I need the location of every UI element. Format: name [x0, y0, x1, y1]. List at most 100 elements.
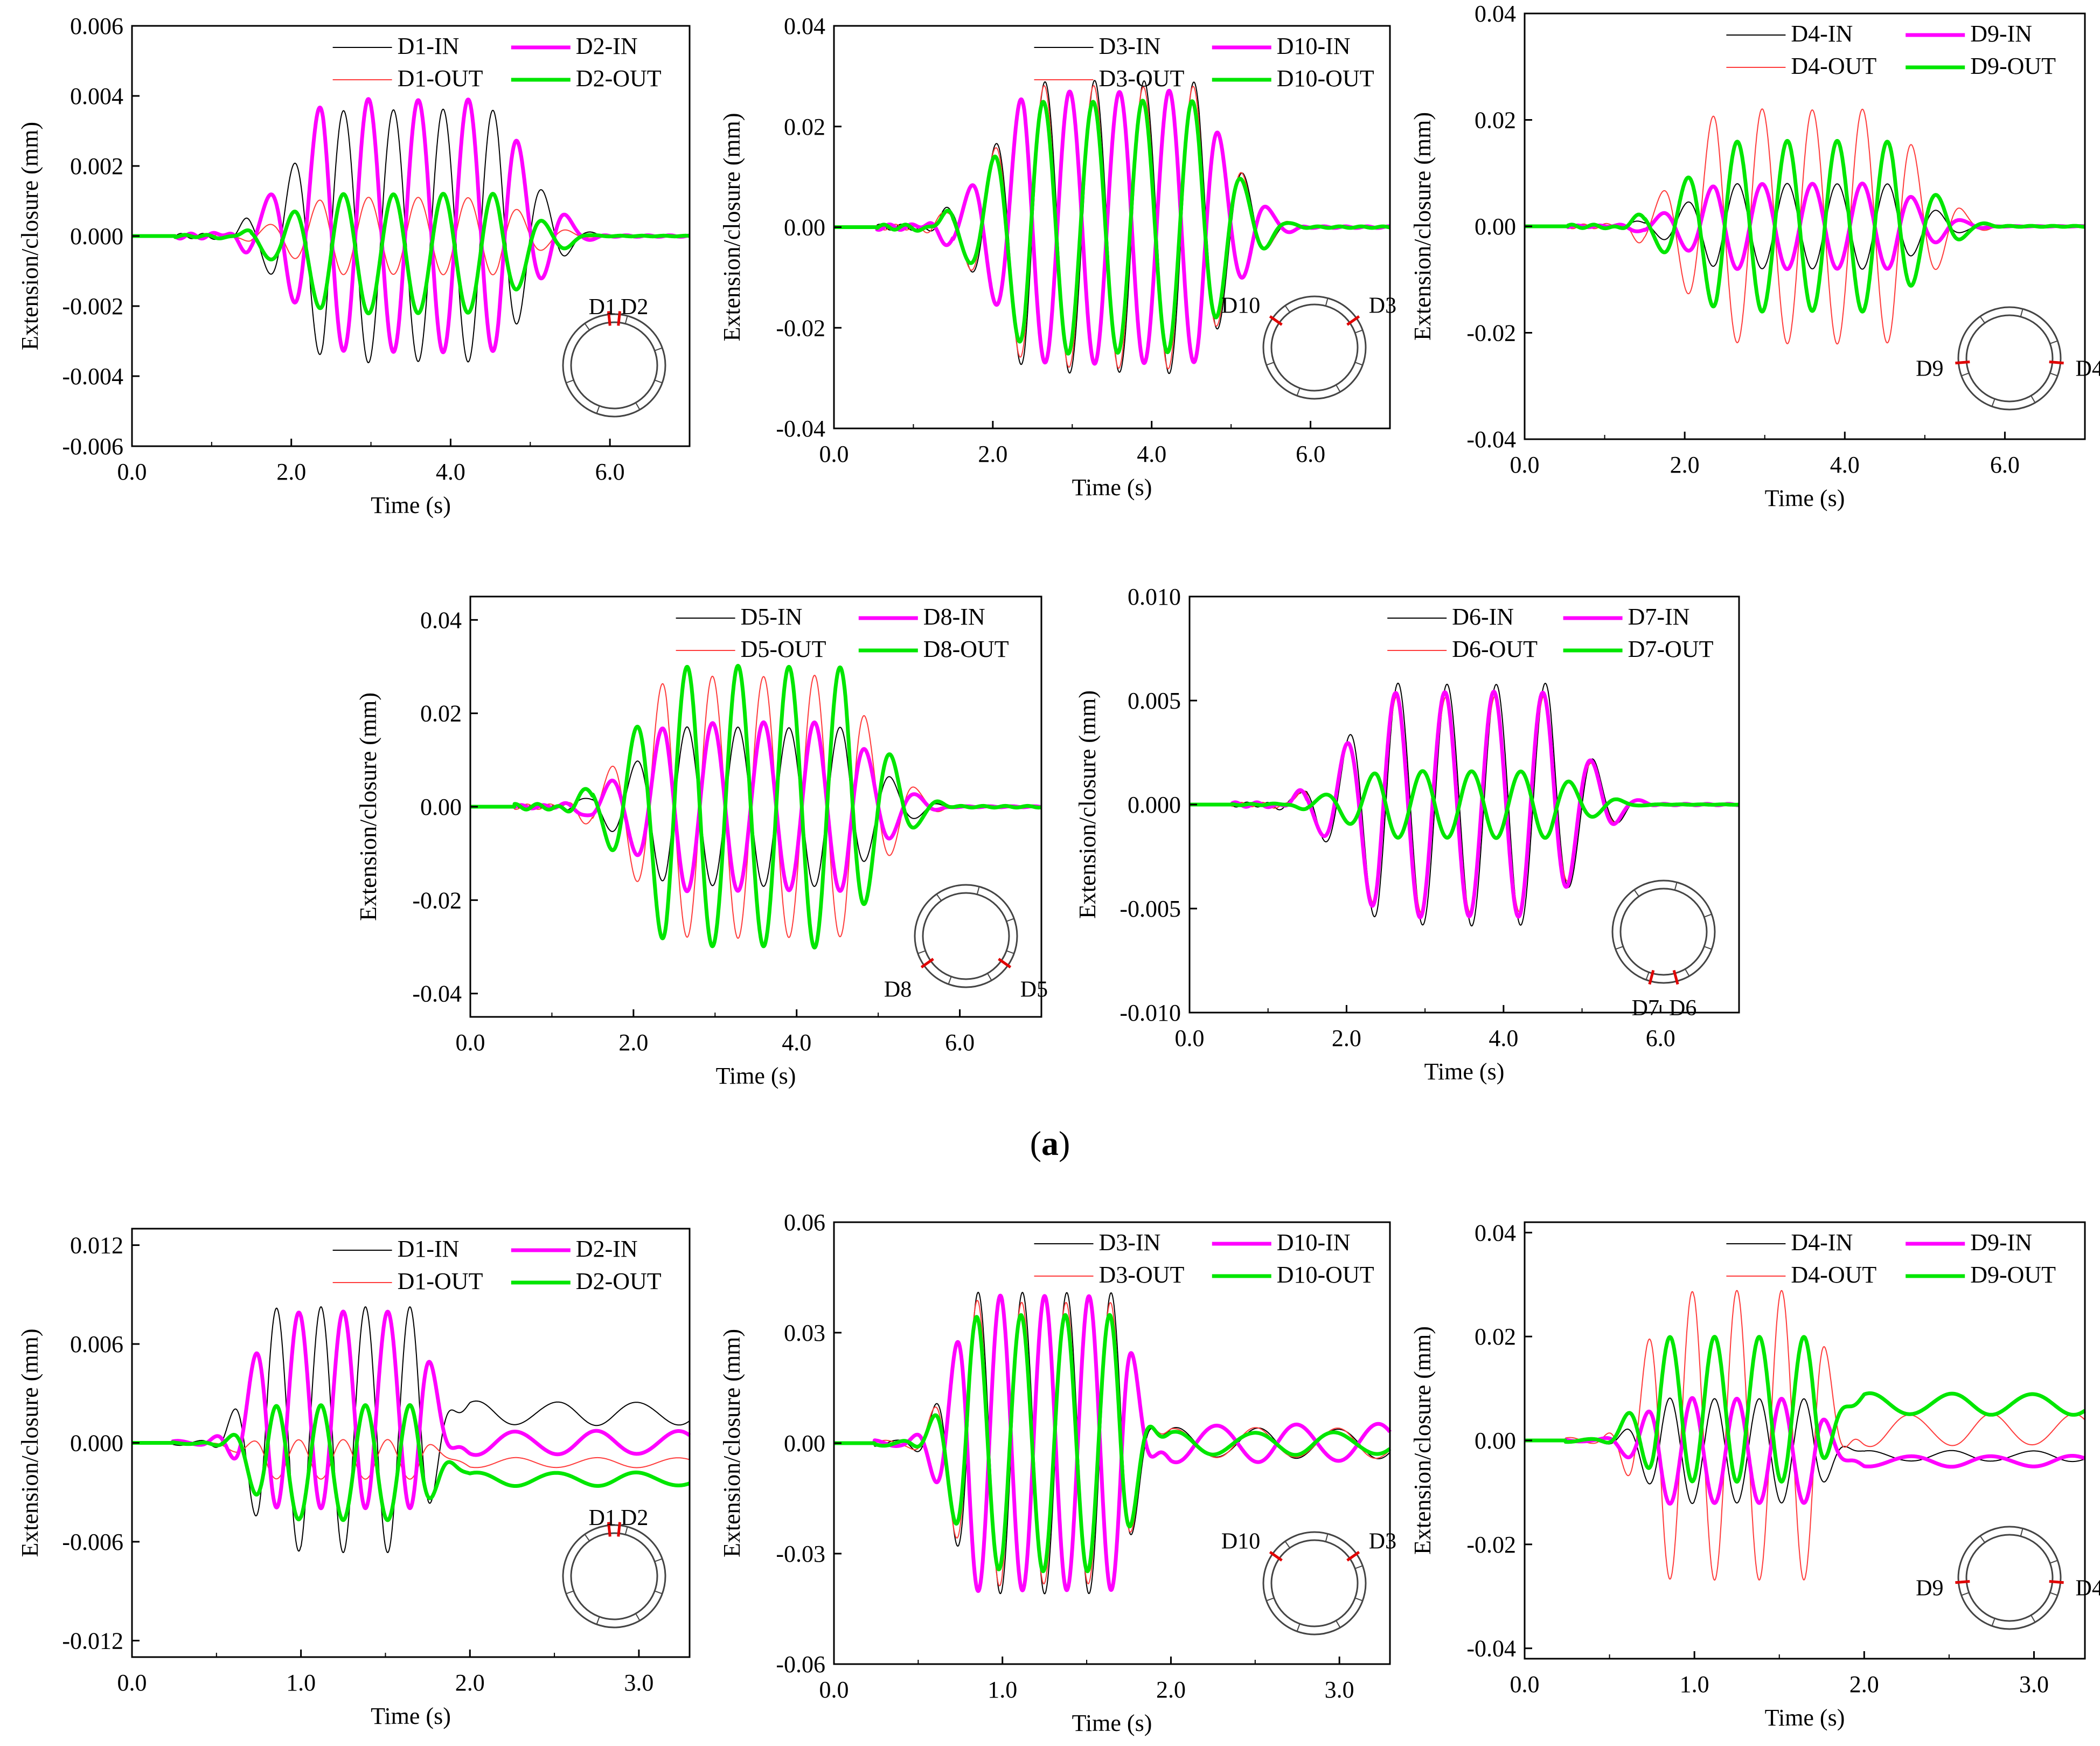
series-d9-out [1523, 138, 2087, 314]
ring-joint [1615, 946, 1624, 950]
y-tick-label: 0.006 [70, 1331, 123, 1357]
legend-label: D6-IN [1452, 604, 1514, 630]
sensor-label: D3 [1369, 293, 1396, 318]
ring-outer [1957, 306, 2062, 411]
x-tick-label: 0.0 [117, 459, 147, 485]
ring-joint [654, 347, 663, 351]
ring-inner [570, 321, 658, 410]
x-tick-label: 0.0 [117, 1669, 147, 1696]
sensor-mark [617, 311, 622, 326]
segment-ring-inset: D9 D4 [1916, 306, 2100, 411]
y-tick-label: 0.04 [1475, 1220, 1516, 1246]
ring-joint [1284, 1541, 1290, 1549]
sensor-mark [607, 311, 611, 326]
sensor-mark [998, 958, 1012, 968]
ring-joint [654, 379, 663, 384]
x-tick-label: 2.0 [455, 1669, 485, 1696]
y-tick-label: 0.02 [420, 701, 462, 727]
ring-joint [2049, 340, 2058, 344]
ring-joint [1354, 362, 1363, 366]
legend-label: D2-IN [576, 33, 638, 59]
sensor-mark [920, 958, 934, 968]
x-tick-label: 2.0 [1849, 1671, 1879, 1698]
y-tick-label: 0.02 [784, 114, 825, 140]
segment-ring-inset: D9 D4 [1916, 1526, 2100, 1630]
ring-joint [1703, 946, 1712, 950]
y-tick-label: -0.005 [1119, 896, 1181, 922]
y-tick-label: 0.00 [1475, 213, 1516, 240]
ring-joint [987, 973, 992, 981]
sensor-label: D2 [621, 295, 648, 320]
x-tick-label: 6.0 [1646, 1025, 1675, 1051]
x-tick-label: 0.0 [1510, 452, 1540, 478]
ring-joint [1633, 889, 1639, 897]
legend-label: D1-IN [398, 33, 460, 59]
ring-joint [1006, 918, 1014, 922]
ring-joint [2049, 372, 2058, 377]
legend-label: D6-OUT [1452, 636, 1538, 662]
y-tick-label: 0.02 [1475, 107, 1516, 134]
ring-outer [1957, 1526, 2062, 1630]
ring-joint [654, 1558, 663, 1562]
y-tick-label: 0.00 [784, 1430, 825, 1457]
legend-label: D4-OUT [1791, 1262, 1876, 1288]
y-axis-label: Extension/closure (mm) [719, 1329, 745, 1557]
legend-label: D5-IN [741, 604, 803, 630]
ring-joint [1266, 1597, 1275, 1602]
sensor-label: D9 [1916, 357, 1943, 382]
subfigure-label-letter: a [1041, 1124, 1059, 1162]
x-tick-label: 4.0 [1489, 1025, 1518, 1051]
x-tick-label: 2.0 [1670, 452, 1700, 478]
x-tick-label: 4.0 [436, 459, 465, 485]
y-tick-label: -0.004 [62, 363, 123, 390]
sensor-label: D2 [621, 1506, 648, 1530]
segment-ring-inset: D1 D2 [562, 295, 666, 418]
y-tick-label: 0.04 [420, 607, 462, 633]
ring-joint [1325, 297, 1329, 306]
y-tick-label: 0.005 [1128, 688, 1181, 714]
y-tick-label: 0.00 [784, 214, 825, 241]
series-d2-in [130, 97, 691, 355]
ring-outer [562, 313, 666, 418]
ring-joint [2020, 1528, 2023, 1536]
x-tick-label: 2.0 [1156, 1676, 1186, 1703]
sensor-mark [1269, 315, 1283, 326]
y-tick-label: 0.02 [1475, 1324, 1516, 1350]
ring-joint [1296, 1623, 1301, 1632]
ring-joint [1961, 1592, 1970, 1596]
x-axis-label: Time (s) [1424, 1058, 1505, 1085]
y-axis-label: Extension/closure (mm) [1409, 112, 1436, 341]
ring-joint [1645, 972, 1650, 980]
x-tick-label: 4.0 [782, 1029, 811, 1056]
y-tick-label: -0.04 [412, 981, 462, 1007]
x-tick-label: 1.0 [286, 1669, 316, 1696]
sensor-mark [1672, 969, 1679, 985]
x-axis-label: Time (s) [371, 492, 451, 518]
ring-outer [914, 884, 1018, 988]
sensor-label: D3 [1369, 1529, 1396, 1554]
ring-joint [1991, 1618, 1995, 1626]
x-tick-label: 0.0 [1175, 1025, 1205, 1051]
ring-joint [1266, 362, 1275, 366]
y-tick-label: -0.02 [776, 315, 825, 341]
ring-joint [596, 405, 600, 414]
ring-joint [2049, 1592, 2058, 1596]
legend-label: D5-OUT [741, 636, 826, 662]
legend-label: D4-IN [1791, 1229, 1853, 1256]
y-tick-label: -0.06 [776, 1651, 825, 1678]
ring-joint [917, 950, 926, 954]
y-tick-label: 0.000 [1128, 792, 1181, 818]
y-tick-label: -0.04 [776, 415, 825, 442]
legend-label: D3-IN [1099, 1229, 1161, 1256]
legend-label: D4-OUT [1791, 53, 1876, 79]
ring-joint [948, 976, 952, 985]
legend-label: D4-IN [1791, 20, 1853, 47]
sensor-label: D9 [1916, 1576, 1943, 1601]
sensor-label: D10 [1221, 1529, 1260, 1554]
y-tick-label: 0.000 [70, 223, 123, 250]
ring-joint [1961, 372, 1970, 377]
ring-joint [635, 1613, 641, 1621]
chart-1: 0.0 2.0 4.0 6.0 -0.006 -0.004 -0.002 0.000 0.002… [17, 13, 691, 518]
y-tick-label: -0.006 [62, 433, 123, 460]
